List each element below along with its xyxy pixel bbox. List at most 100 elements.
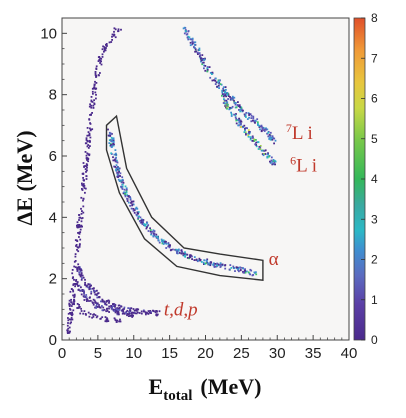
data-point-d	[77, 289, 80, 291]
data-point-α	[125, 190, 128, 192]
data-point-d	[126, 313, 129, 315]
data-point-punch-through	[101, 56, 104, 58]
data-point-p	[78, 306, 81, 308]
data-point-punch-through	[99, 57, 101, 60]
data-point-punch-through	[99, 72, 101, 74]
data-point-α	[107, 134, 110, 137]
data-point-punch-through	[71, 318, 74, 321]
data-point-t	[91, 287, 94, 290]
data-point-d	[106, 310, 109, 312]
data-points	[66, 26, 277, 334]
data-point-6Li	[266, 153, 269, 156]
data-point-punch-through	[112, 34, 115, 37]
data-point-α	[120, 186, 123, 188]
data-point-punch-through	[92, 92, 94, 95]
data-point-p	[105, 320, 108, 323]
data-point-punch-through	[69, 307, 71, 310]
data-point-p	[91, 316, 93, 319]
data-point-α	[168, 244, 171, 247]
data-point-7Li	[198, 52, 201, 54]
data-point-d	[91, 301, 94, 304]
data-point-7Li	[223, 94, 225, 97]
data-point-punch-through	[86, 164, 89, 166]
data-point-punch-through	[75, 245, 77, 247]
data-point-t	[112, 303, 115, 305]
data-point-6Li	[225, 105, 228, 108]
data-point-α	[164, 241, 167, 244]
data-point-t	[134, 309, 137, 312]
data-point-6Li	[223, 99, 226, 102]
data-point-α	[219, 263, 222, 266]
data-point-α	[162, 239, 165, 242]
data-point-t	[123, 308, 125, 310]
data-point-α	[111, 138, 114, 141]
data-point-7Li	[194, 50, 196, 53]
data-point-6Li	[270, 159, 273, 162]
data-point-punch-through	[99, 59, 102, 62]
data-point-p	[95, 316, 98, 319]
annotation-alpha: α	[269, 249, 279, 270]
data-point-6Li	[235, 113, 237, 115]
data-point-α	[209, 264, 212, 267]
data-point-α	[110, 137, 113, 139]
colorbar-tick-label: 3	[371, 212, 378, 226]
data-point-α	[188, 256, 191, 259]
data-point-α	[113, 159, 116, 161]
data-point-7Li	[203, 58, 206, 61]
data-point-α	[125, 188, 128, 191]
data-point-α	[182, 252, 185, 255]
data-point-d	[88, 300, 90, 302]
data-point-6Li	[252, 139, 254, 142]
data-point-α	[131, 204, 133, 207]
data-point-α	[243, 269, 246, 271]
data-point-t	[78, 273, 81, 276]
data-point-t	[154, 311, 157, 314]
data-point-t	[108, 300, 111, 303]
data-point-t	[108, 302, 110, 304]
data-point-t	[93, 290, 96, 292]
data-point-d	[116, 313, 119, 316]
data-point-7Li	[209, 76, 212, 79]
data-point-punch-through	[99, 62, 101, 64]
data-point-punch-through	[114, 36, 117, 39]
data-point-7Li	[206, 66, 209, 68]
data-point-punch-through	[113, 27, 116, 30]
data-point-α	[182, 254, 185, 257]
data-point-6Li	[267, 152, 269, 155]
data-point-d	[98, 304, 100, 306]
data-point-punch-through	[93, 102, 96, 105]
data-point-p	[83, 310, 86, 312]
data-point-t	[128, 307, 131, 310]
data-point-7Li	[220, 83, 223, 86]
data-point-punch-through	[79, 243, 81, 245]
data-point-t	[78, 267, 81, 269]
data-point-α	[154, 235, 157, 238]
data-point-α	[253, 271, 256, 274]
data-point-α	[129, 196, 131, 198]
data-point-d	[86, 300, 88, 302]
data-point-punch-through	[85, 163, 88, 165]
data-point-7Li	[194, 41, 197, 44]
data-point-6Li	[221, 94, 223, 97]
data-point-α	[224, 264, 226, 267]
data-point-α	[114, 149, 117, 151]
annotation-6Li: 6L i	[290, 153, 317, 176]
data-point-6Li	[238, 117, 240, 120]
data-point-punch-through	[85, 165, 88, 168]
data-point-7Li	[221, 89, 224, 92]
data-point-p	[106, 317, 108, 320]
data-point-α	[147, 230, 150, 232]
data-point-p	[113, 317, 116, 320]
data-point-7Li	[224, 86, 227, 88]
data-point-α	[126, 194, 129, 196]
data-point-punch-through	[83, 165, 86, 168]
data-point-α	[132, 209, 135, 212]
data-point-α	[160, 238, 163, 241]
data-point-7Li	[191, 38, 194, 41]
data-point-α	[118, 169, 120, 172]
data-point-punch-through	[75, 244, 78, 246]
data-point-t	[84, 278, 86, 281]
data-point-7Li	[243, 113, 246, 116]
data-point-punch-through	[82, 185, 85, 188]
